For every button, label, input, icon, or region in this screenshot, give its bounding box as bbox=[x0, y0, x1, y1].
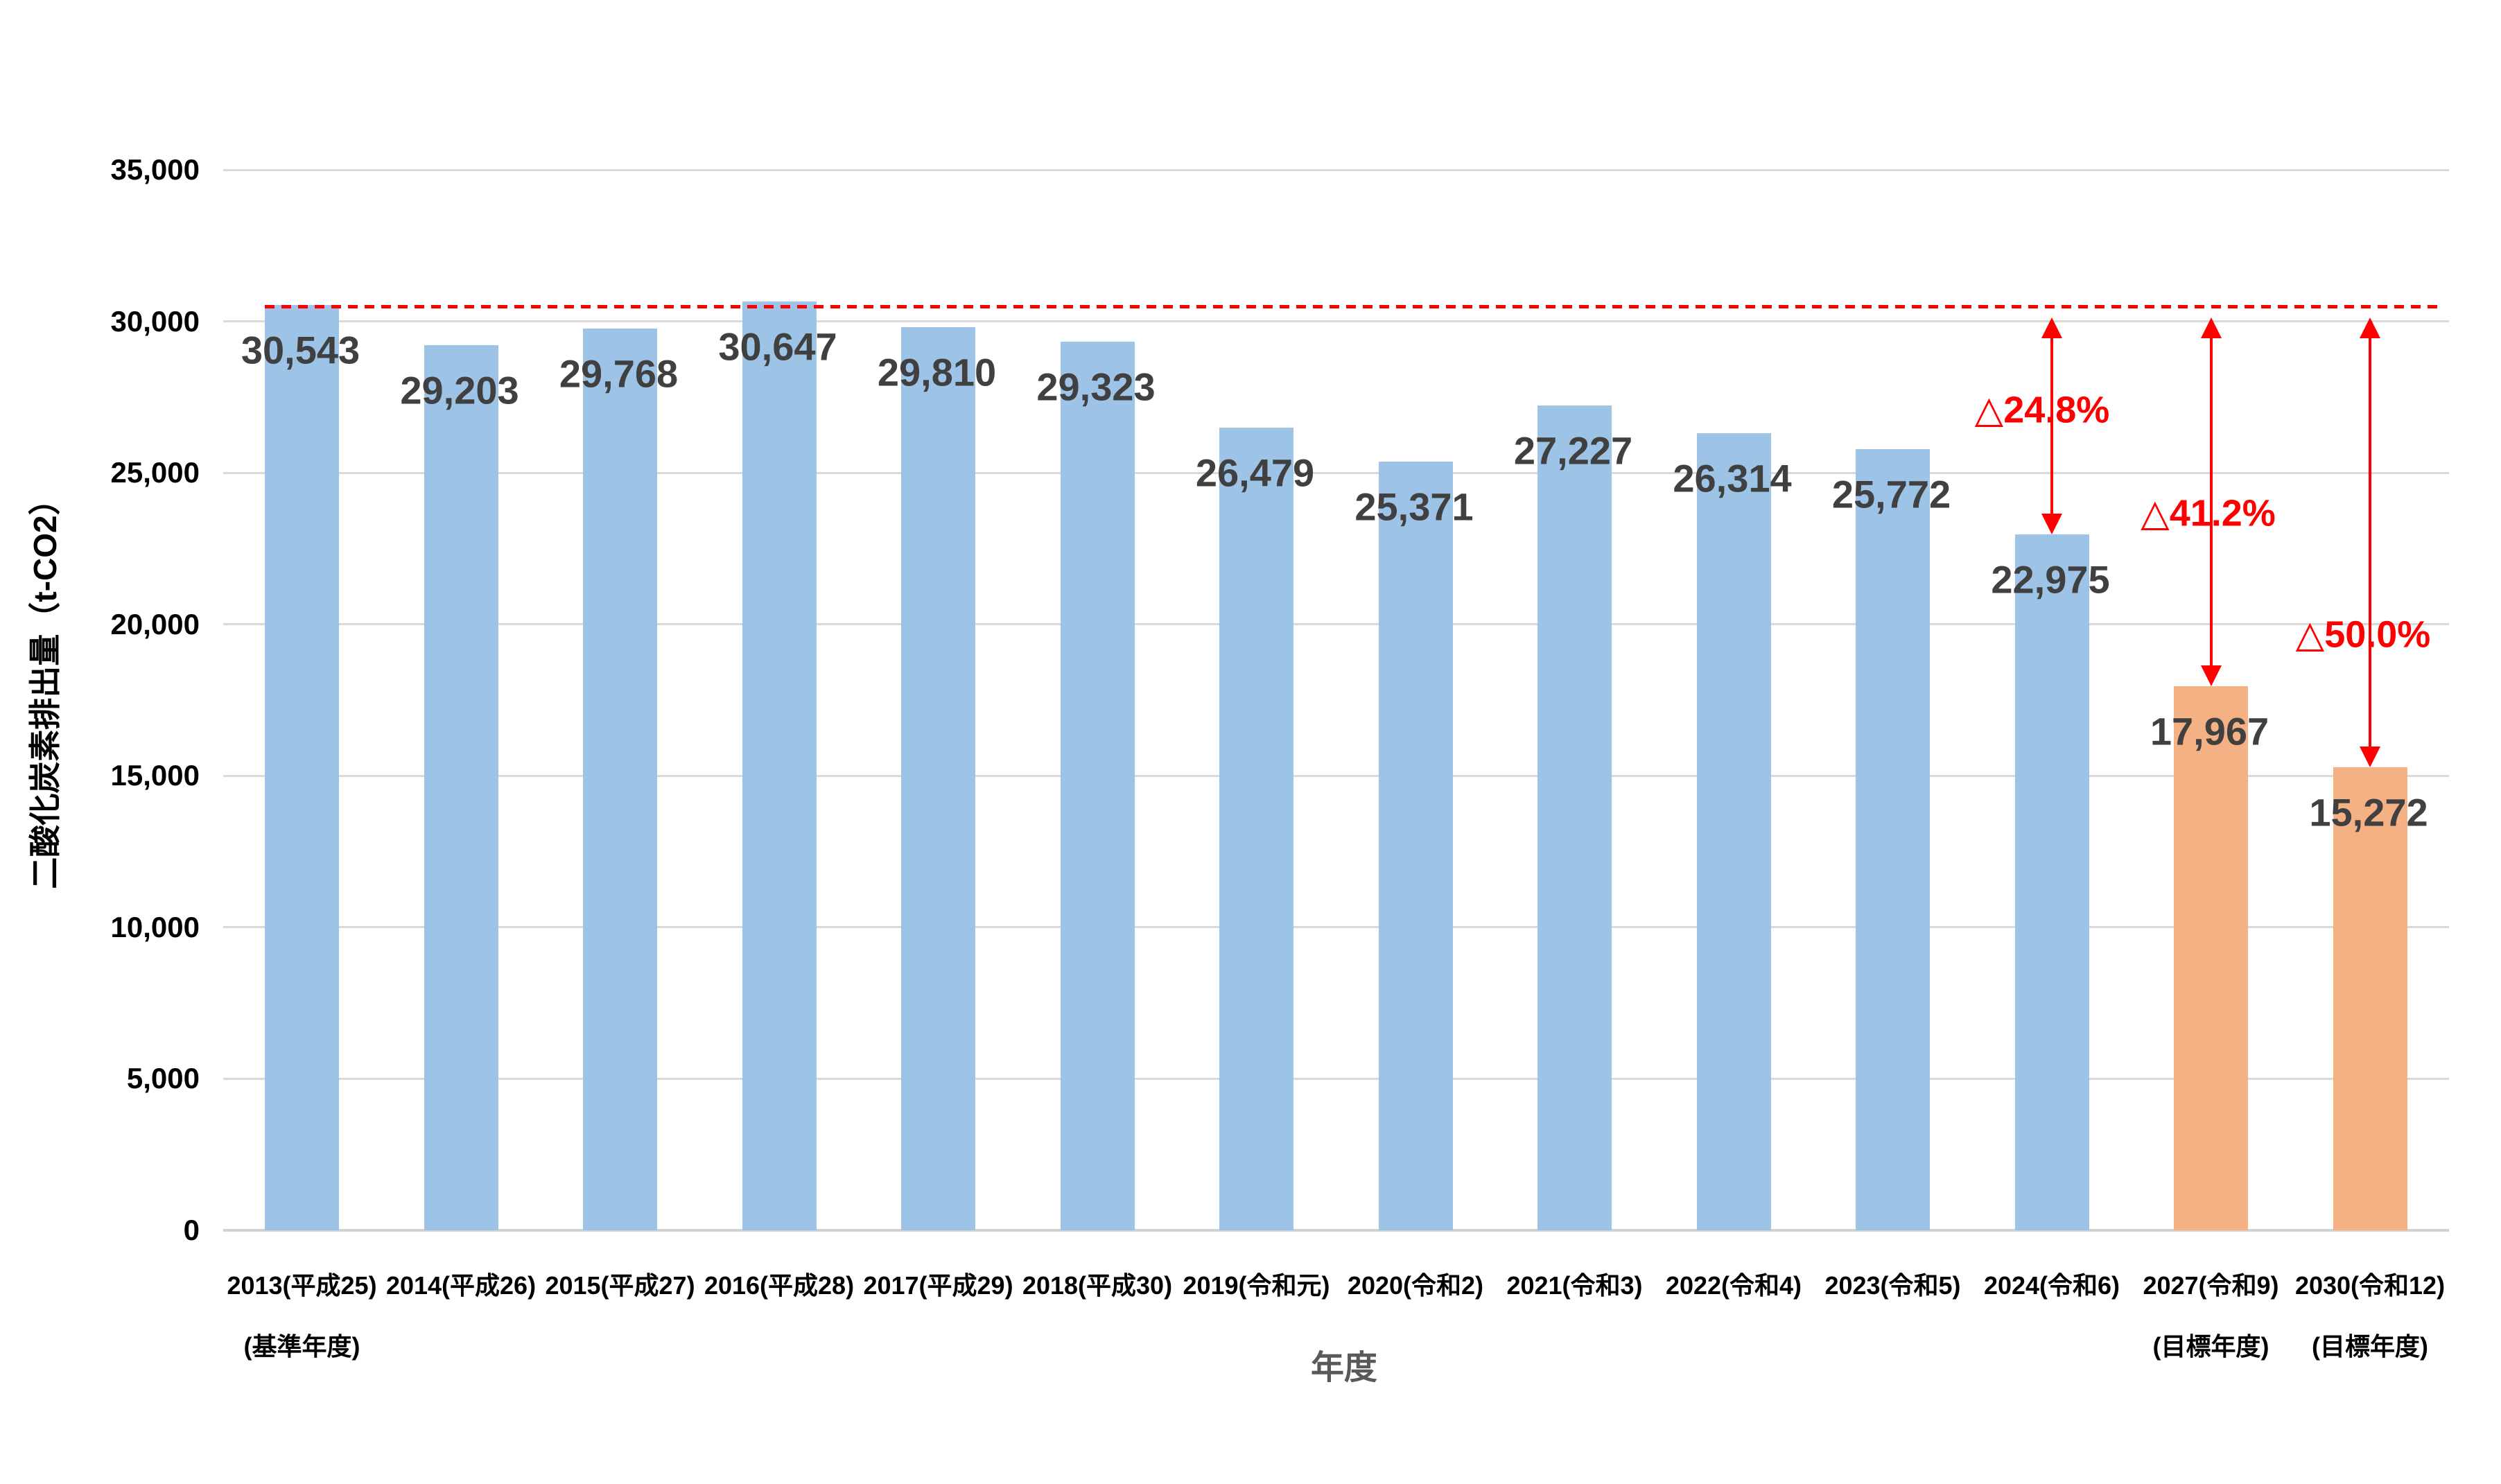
bar bbox=[1856, 449, 1930, 1230]
gridline bbox=[223, 471, 2449, 474]
reduction-percent: 41.2% bbox=[2169, 492, 2276, 534]
bar bbox=[2333, 767, 2407, 1230]
bar-value-label: 29,768 bbox=[559, 351, 679, 396]
x-category-sublabel: (目標年度) bbox=[2312, 1332, 2428, 1361]
x-category-label: 2020(令和2) bbox=[1347, 1271, 1484, 1300]
bar-value-label: 26,314 bbox=[1673, 456, 1792, 500]
bar bbox=[1696, 433, 1771, 1230]
bar-value-label: 26,479 bbox=[1195, 451, 1315, 495]
bar bbox=[1378, 461, 1453, 1230]
x-category-label: 2023(令和5) bbox=[1824, 1271, 1961, 1300]
reduction-annotation: △50.0% bbox=[2296, 613, 2431, 656]
reduction-percent: 50.0% bbox=[2324, 613, 2431, 656]
bar bbox=[424, 345, 498, 1230]
arrow-up-head bbox=[2200, 317, 2222, 338]
bar-value-label: 30,647 bbox=[718, 324, 837, 369]
bar-value-label: 27,227 bbox=[1513, 428, 1633, 473]
bar bbox=[742, 302, 817, 1230]
reduction-arrow-line bbox=[2369, 322, 2371, 764]
y-tick-label: 30,000 bbox=[110, 304, 200, 338]
bar bbox=[2014, 534, 2089, 1230]
gridline bbox=[223, 926, 2449, 929]
arrow-up-head bbox=[2360, 317, 2380, 338]
bar-value-label: 29,203 bbox=[400, 368, 519, 412]
arrow-down-head bbox=[2041, 513, 2062, 534]
reduction-annotation: △41.2% bbox=[2141, 491, 2276, 535]
arrow-down-head bbox=[2360, 747, 2380, 768]
x-category-label: 2022(令和4) bbox=[1665, 1271, 1802, 1300]
y-tick-label: 0 bbox=[183, 1214, 200, 1246]
x-category-label: 2015(平成27) bbox=[545, 1271, 695, 1300]
x-category-label: 2016(平成28) bbox=[704, 1271, 855, 1300]
y-tick-label: 5,000 bbox=[126, 1062, 200, 1095]
reduction-arrow-line bbox=[2050, 322, 2053, 530]
bar-value-label: 15,272 bbox=[2309, 790, 2428, 835]
bar bbox=[901, 326, 975, 1230]
bar-value-label: 25,772 bbox=[1831, 472, 1951, 516]
gridline bbox=[223, 774, 2449, 777]
y-tick-label: 10,000 bbox=[110, 910, 200, 943]
reduction-arrow-line bbox=[2209, 322, 2213, 682]
bar-value-label: 22,975 bbox=[1991, 557, 2110, 602]
bar bbox=[2174, 686, 2248, 1230]
reduction-annotation: △24.8% bbox=[1975, 388, 2110, 432]
bar-value-label: 17,967 bbox=[2150, 709, 2269, 753]
bar bbox=[1537, 405, 1612, 1230]
triangle-delta-icon: △ bbox=[1974, 389, 2004, 431]
y-tick-label: 25,000 bbox=[110, 456, 200, 489]
reduction-percent: 24.8% bbox=[2003, 389, 2110, 431]
y-tick-label: 35,000 bbox=[110, 153, 200, 186]
x-category-sublabel: (目標年度) bbox=[2152, 1332, 2269, 1361]
x-axis-line bbox=[223, 1229, 2449, 1232]
x-category-label: 2013(平成25) bbox=[227, 1271, 377, 1300]
y-axis-title: 二酸化炭素排出量（t-CO2） bbox=[27, 483, 63, 889]
bar bbox=[265, 304, 339, 1230]
gridline bbox=[223, 623, 2449, 626]
arrow-up-head bbox=[2041, 317, 2062, 338]
bar-value-label: 29,323 bbox=[1036, 365, 1156, 409]
y-tick-label: 20,000 bbox=[110, 607, 200, 640]
bar-value-label: 25,371 bbox=[1354, 485, 1474, 529]
x-category-label: 2021(令和3) bbox=[1506, 1271, 1643, 1300]
x-category-label: 2014(平成26) bbox=[385, 1271, 537, 1300]
reference-dashed-line bbox=[265, 305, 2438, 309]
arrow-down-head bbox=[2200, 665, 2222, 686]
gridline bbox=[223, 320, 2449, 323]
x-category-label: 2024(令和6) bbox=[1983, 1271, 2120, 1300]
bar bbox=[583, 328, 657, 1230]
gridline bbox=[223, 1077, 2449, 1080]
bar bbox=[1219, 428, 1293, 1230]
x-category-label: 2018(平成30) bbox=[1022, 1271, 1173, 1300]
x-category-label: 2027(令和9) bbox=[2143, 1271, 2279, 1300]
triangle-delta-icon: △ bbox=[2141, 492, 2170, 534]
bar-value-label: 30,543 bbox=[241, 328, 360, 372]
bar bbox=[1060, 342, 1135, 1230]
bar-value-label: 29,810 bbox=[877, 350, 997, 394]
triangle-delta-icon: △ bbox=[2295, 613, 2325, 656]
x-category-label: 2019(令和元) bbox=[1183, 1271, 1330, 1300]
x-category-label: 2017(平成29) bbox=[863, 1271, 1013, 1300]
x-category-sublabel: (基準年度) bbox=[243, 1332, 360, 1361]
gridline bbox=[223, 168, 2449, 171]
x-category-label: 2030(令和12) bbox=[2294, 1271, 2446, 1300]
y-tick-label: 15,000 bbox=[110, 759, 200, 792]
x-axis-title: 年度 bbox=[1310, 1350, 1378, 1386]
